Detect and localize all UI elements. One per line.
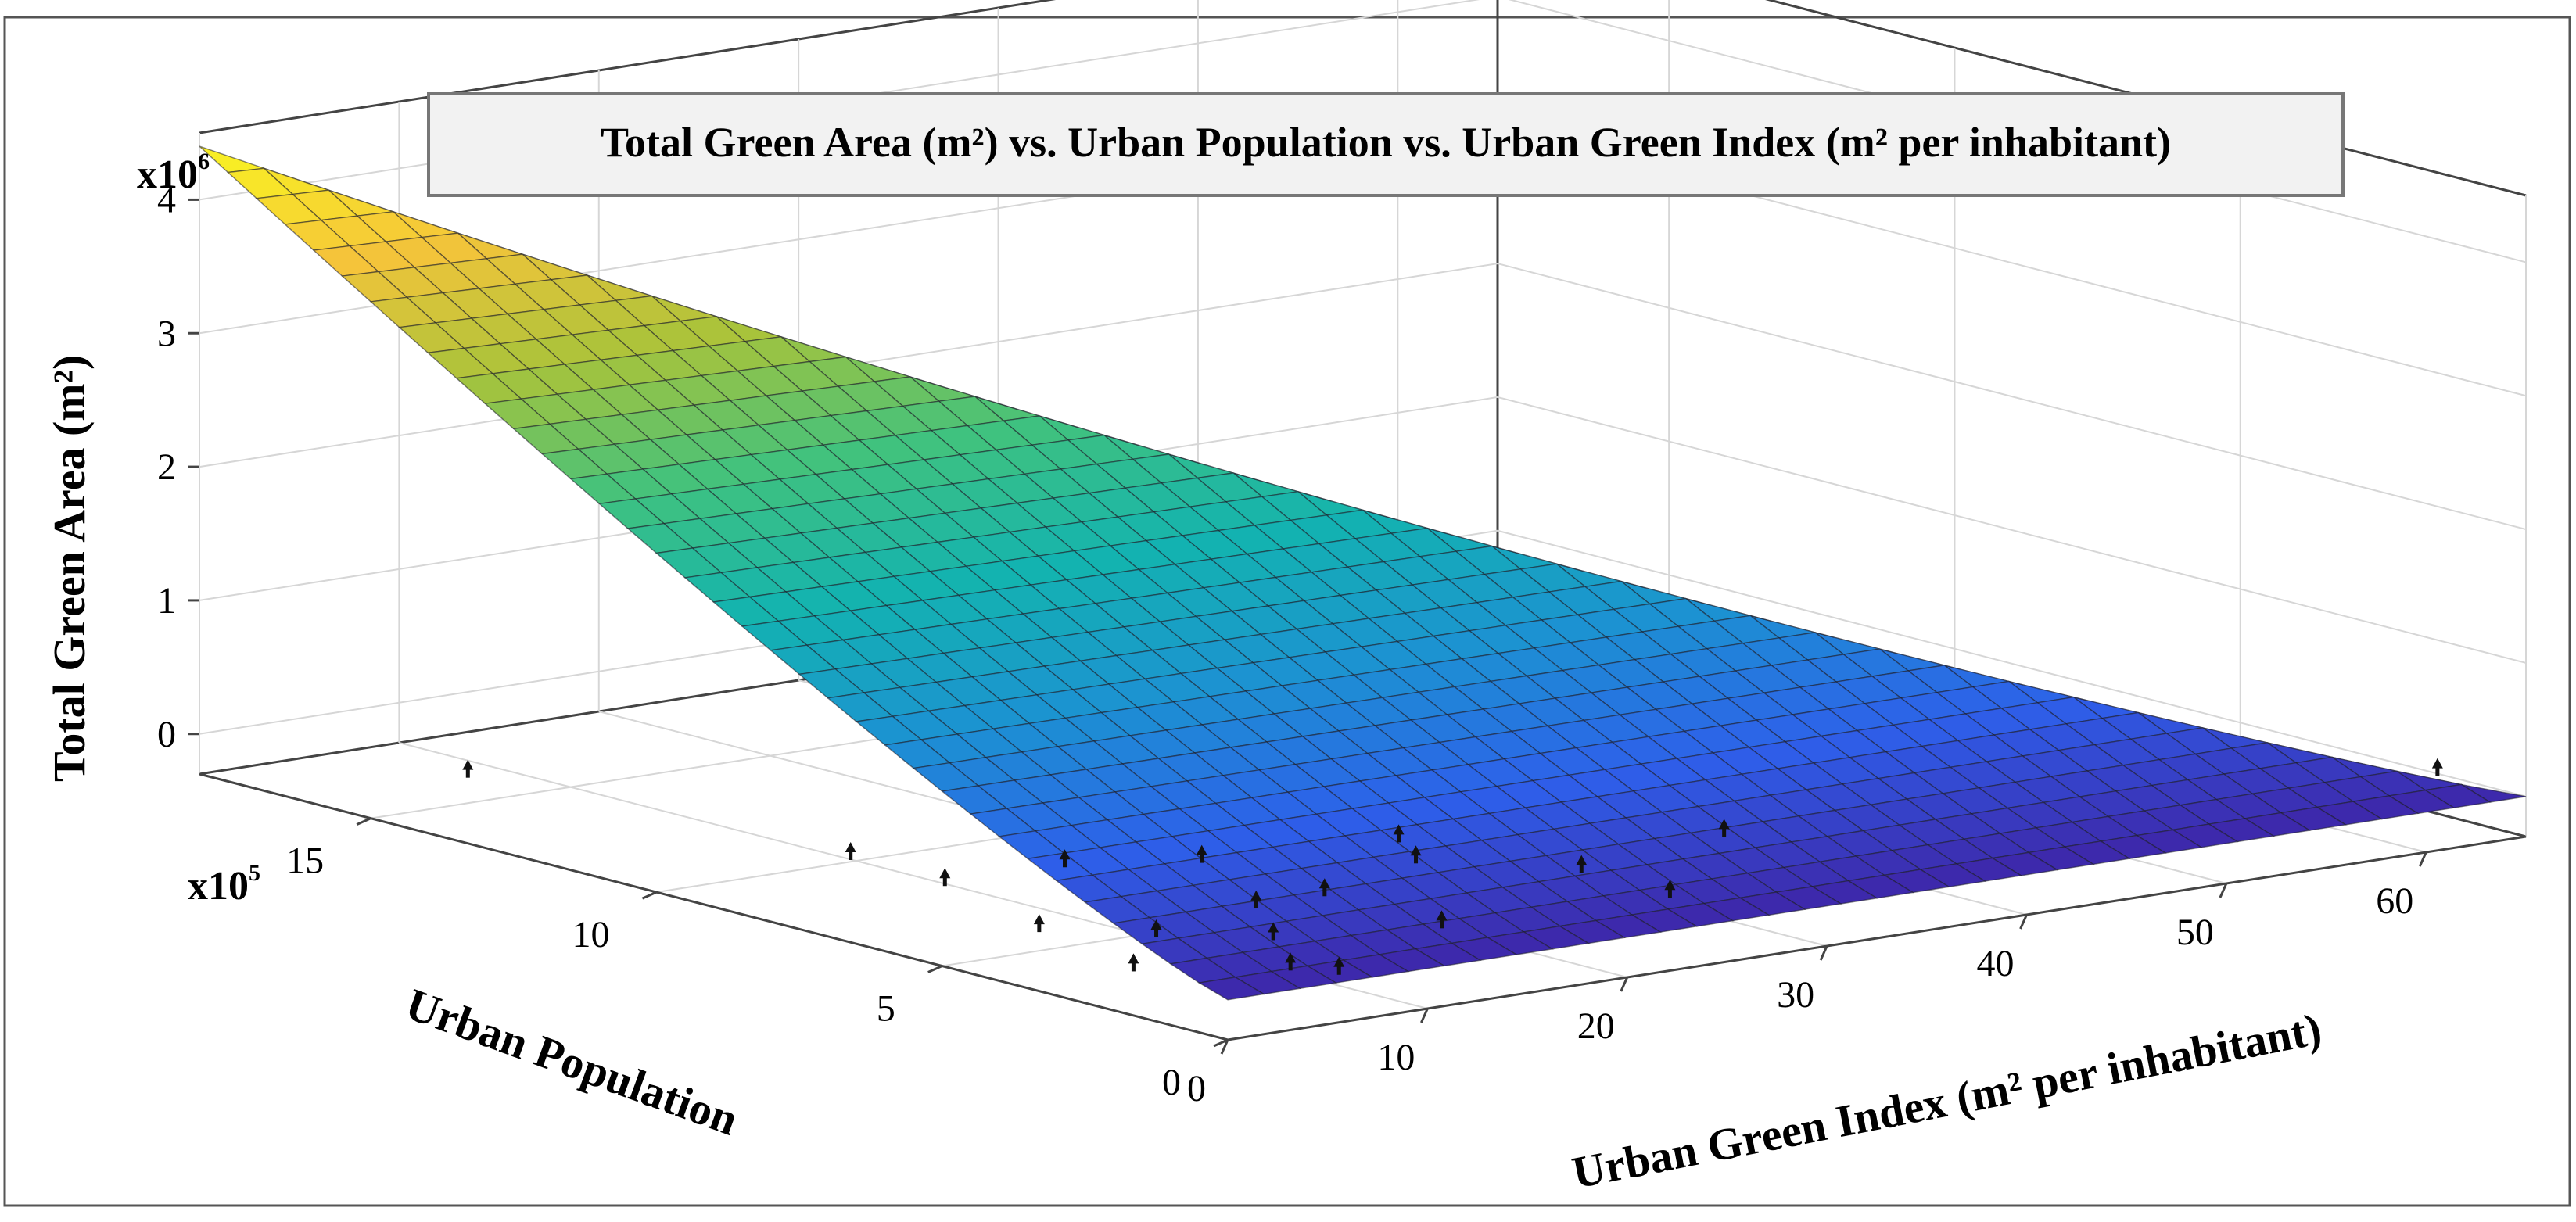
- box-edge: [1765, 0, 2527, 197]
- data-points: [462, 758, 2443, 975]
- x-tick: [1620, 977, 1629, 992]
- x-tick: [2019, 914, 2028, 930]
- title-box: [427, 92, 2345, 197]
- axis-ticks: 0 10 20 30 40 50 60 0 5 10 15 0 1 2 3 4: [157, 179, 2427, 1109]
- y-tick: [356, 817, 371, 826]
- data-point: [1410, 845, 1422, 856]
- z-tick-label: 3: [157, 313, 176, 354]
- data-point: [1250, 890, 1262, 901]
- data-point: [1268, 922, 1279, 933]
- x-tick: [2418, 851, 2427, 867]
- data-point: [2431, 758, 2443, 769]
- x-tick-label: 20: [1577, 1005, 1615, 1047]
- data-point: [1318, 878, 1330, 889]
- x-tick-label: 60: [2376, 880, 2413, 922]
- y-tick-label: 15: [286, 840, 324, 882]
- box-edge: [1227, 835, 2527, 1041]
- x-tick: [2219, 883, 2228, 898]
- z-tick-label: 4: [157, 179, 176, 220]
- y-tick: [1213, 1038, 1229, 1048]
- y-multiplier: x105: [188, 860, 260, 908]
- z-multiplier: x106: [137, 149, 210, 197]
- x-tick-label: 40: [1977, 943, 2015, 984]
- data-point: [1128, 953, 1139, 964]
- z-tick-label: 1: [157, 580, 176, 622]
- x-tick-label: 0: [1187, 1068, 1206, 1109]
- y-tick: [927, 965, 943, 973]
- x-tick: [1220, 1039, 1229, 1055]
- data-point: [1664, 880, 1676, 891]
- chart-title: Total Green Area (m²) vs. Urban Populati…: [601, 119, 2171, 166]
- data-point: [1393, 824, 1405, 835]
- data-point: [1033, 914, 1045, 925]
- y-tick-label: 10: [572, 914, 609, 955]
- box-edge: [199, 0, 1057, 134]
- z-tick-label: 2: [157, 446, 176, 488]
- data-point: [1576, 855, 1588, 865]
- y-tick: [641, 891, 658, 900]
- x-tick-label: 10: [1377, 1037, 1415, 1078]
- x-tick: [1420, 1008, 1429, 1023]
- grid-line: [1497, 396, 2527, 664]
- grid-line: [1497, 529, 2527, 797]
- x-tick: [1819, 945, 1828, 961]
- data-point: [1196, 844, 1207, 855]
- z-tick-label: 0: [157, 714, 176, 755]
- data-point: [1718, 819, 1730, 830]
- data-point: [1150, 919, 1162, 930]
- z-axis-label: Total Green Area (m²): [44, 355, 95, 782]
- y-tick-label: 5: [877, 988, 895, 1030]
- data-point: [462, 759, 474, 770]
- data-point: [845, 842, 856, 853]
- x-tick-label: 30: [1777, 974, 1814, 1016]
- x-tick-label: 50: [2176, 912, 2214, 953]
- data-point: [1333, 956, 1345, 967]
- surface-plot: [199, 145, 2527, 1001]
- data-point: [1059, 849, 1071, 860]
- data-point: [1285, 952, 1297, 963]
- data-point: [1436, 910, 1448, 921]
- grid-line: [1497, 263, 2527, 531]
- data-point: [939, 868, 951, 879]
- y-tick-label: 0: [1162, 1062, 1181, 1103]
- surface-cell: [1197, 977, 1266, 1001]
